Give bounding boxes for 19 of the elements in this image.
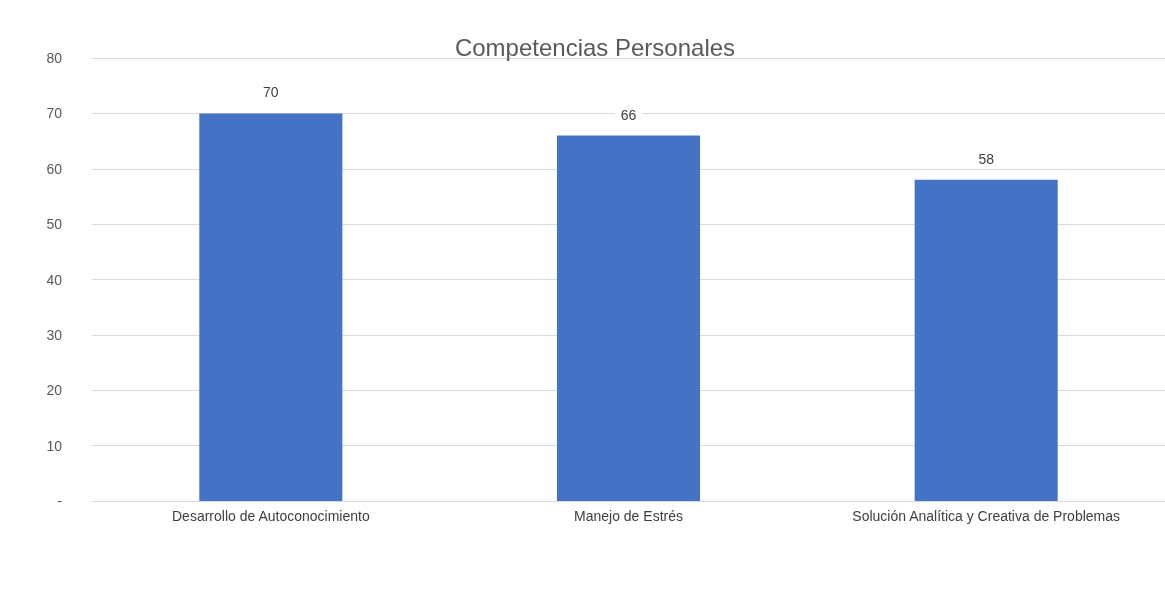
x-tick-label: Solución Analítica y Creativa de Problemas [852,508,1121,524]
data-label: 70 [263,84,279,101]
bar [199,113,343,501]
y-tick-label: 10 [46,437,63,454]
y-tick-label: 80 [46,50,63,66]
y-tick-label: - [57,493,63,509]
y-tick-label: 30 [46,326,63,343]
y-tick-label: 70 [46,105,63,122]
y-tick-label: 20 [46,382,63,399]
data-label: 66 [620,106,637,123]
x-tick-label: Manejo de Estrés [574,508,683,524]
bar [556,135,701,501]
y-tick-label: 60 [46,160,63,177]
data-label: 58 [978,150,995,167]
y-tick-label: 50 [46,216,63,233]
bar [914,179,1058,501]
chart-title: Competencias Personales [454,33,736,61]
x-tick-label: Desarrollo de Autoconocimiento [172,508,370,524]
y-tick-label: 40 [46,271,63,288]
